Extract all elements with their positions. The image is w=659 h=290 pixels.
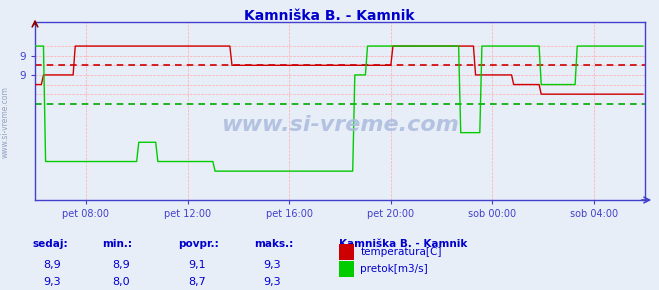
Text: 9,3: 9,3 xyxy=(43,277,61,287)
Text: povpr.:: povpr.: xyxy=(178,239,219,249)
Text: www.si-vreme.com: www.si-vreme.com xyxy=(221,115,459,135)
Text: min.:: min.: xyxy=(102,239,132,249)
Text: 8,9: 8,9 xyxy=(43,260,61,269)
Text: 8,7: 8,7 xyxy=(188,277,206,287)
Text: maks.:: maks.: xyxy=(254,239,293,249)
Text: sedaj:: sedaj: xyxy=(33,239,69,249)
Text: 9,3: 9,3 xyxy=(264,260,281,269)
Text: temperatura[C]: temperatura[C] xyxy=(360,247,442,257)
Text: pretok[m3/s]: pretok[m3/s] xyxy=(360,264,428,274)
Text: 8,0: 8,0 xyxy=(112,277,130,287)
Text: 9,3: 9,3 xyxy=(264,277,281,287)
Text: Kamniška B. - Kamnik: Kamniška B. - Kamnik xyxy=(244,9,415,23)
Text: www.si-vreme.com: www.si-vreme.com xyxy=(1,86,10,158)
Text: Kamniška B. - Kamnik: Kamniška B. - Kamnik xyxy=(339,239,468,249)
Text: 9,1: 9,1 xyxy=(188,260,206,269)
Text: 8,9: 8,9 xyxy=(112,260,130,269)
